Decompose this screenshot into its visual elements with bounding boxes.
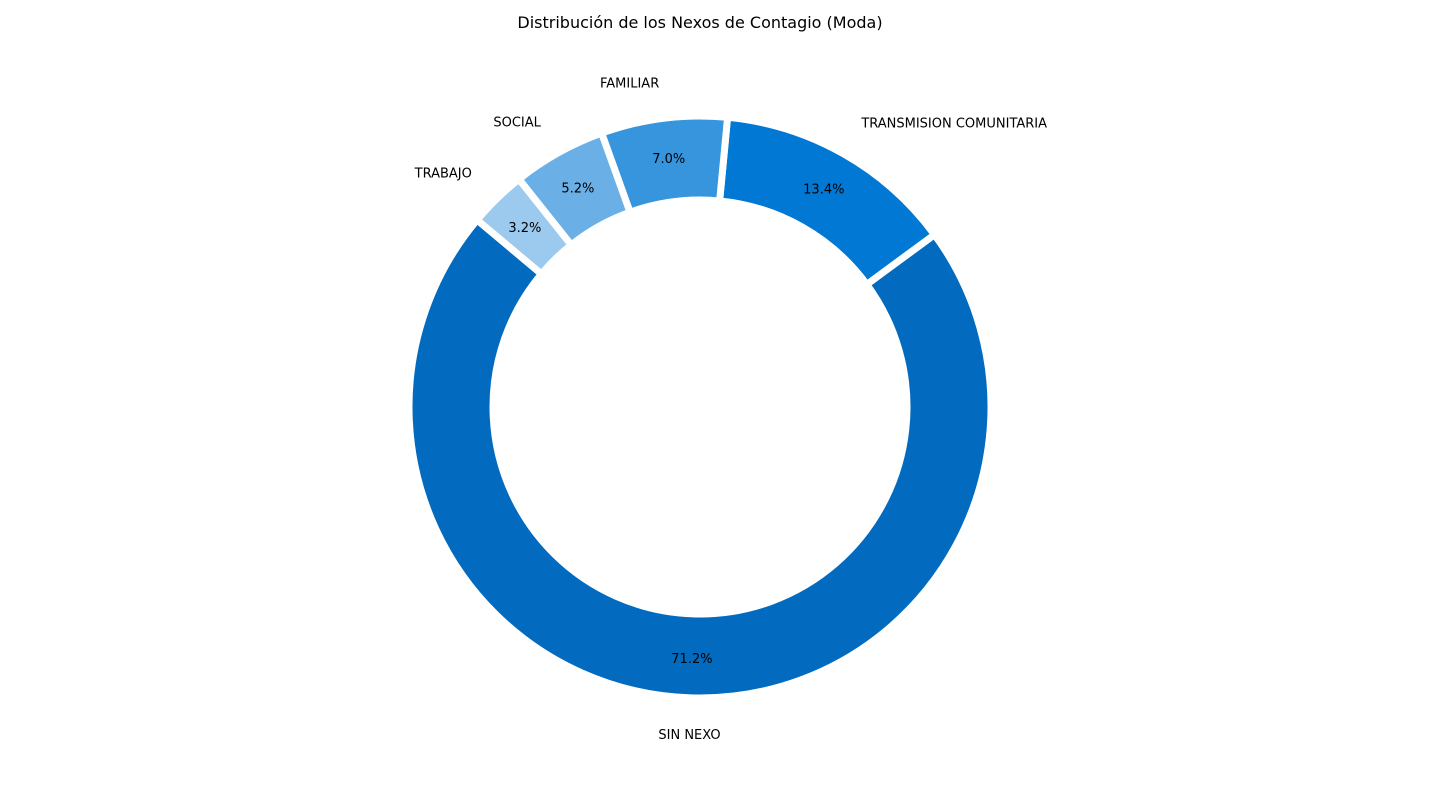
slice-sin-nexo (405, 215, 995, 702)
slice-transmision-comunitaria (715, 113, 940, 290)
slice-trabajo (472, 174, 577, 279)
category-label-trabajo: TRABAJO (414, 167, 472, 182)
chart-title: Distribución de los Nexos de Contagio (M… (517, 13, 882, 32)
category-label-social: SOCIAL (493, 115, 541, 130)
category-label-familiar: FAMILIAR (600, 77, 659, 92)
category-label-transmision-comunitaria: TRANSMISION COMUNITARIA (860, 117, 1047, 132)
pct-label-familiar: 7.0% (652, 152, 685, 167)
pct-label-sin-nexo: 71.2% (671, 652, 712, 667)
pct-label-social: 5.2% (561, 182, 594, 197)
pct-label-trabajo: 3.2% (508, 221, 541, 236)
slices-group (405, 112, 995, 702)
labels-group: 71.2% SIN NEXO 13.4% TRANSMISION COMUNITARI… (414, 77, 1048, 743)
category-label-sin-nexo: SIN NEXO (658, 728, 720, 743)
pct-label-transmision-comunitaria: 13.4% (803, 183, 844, 198)
